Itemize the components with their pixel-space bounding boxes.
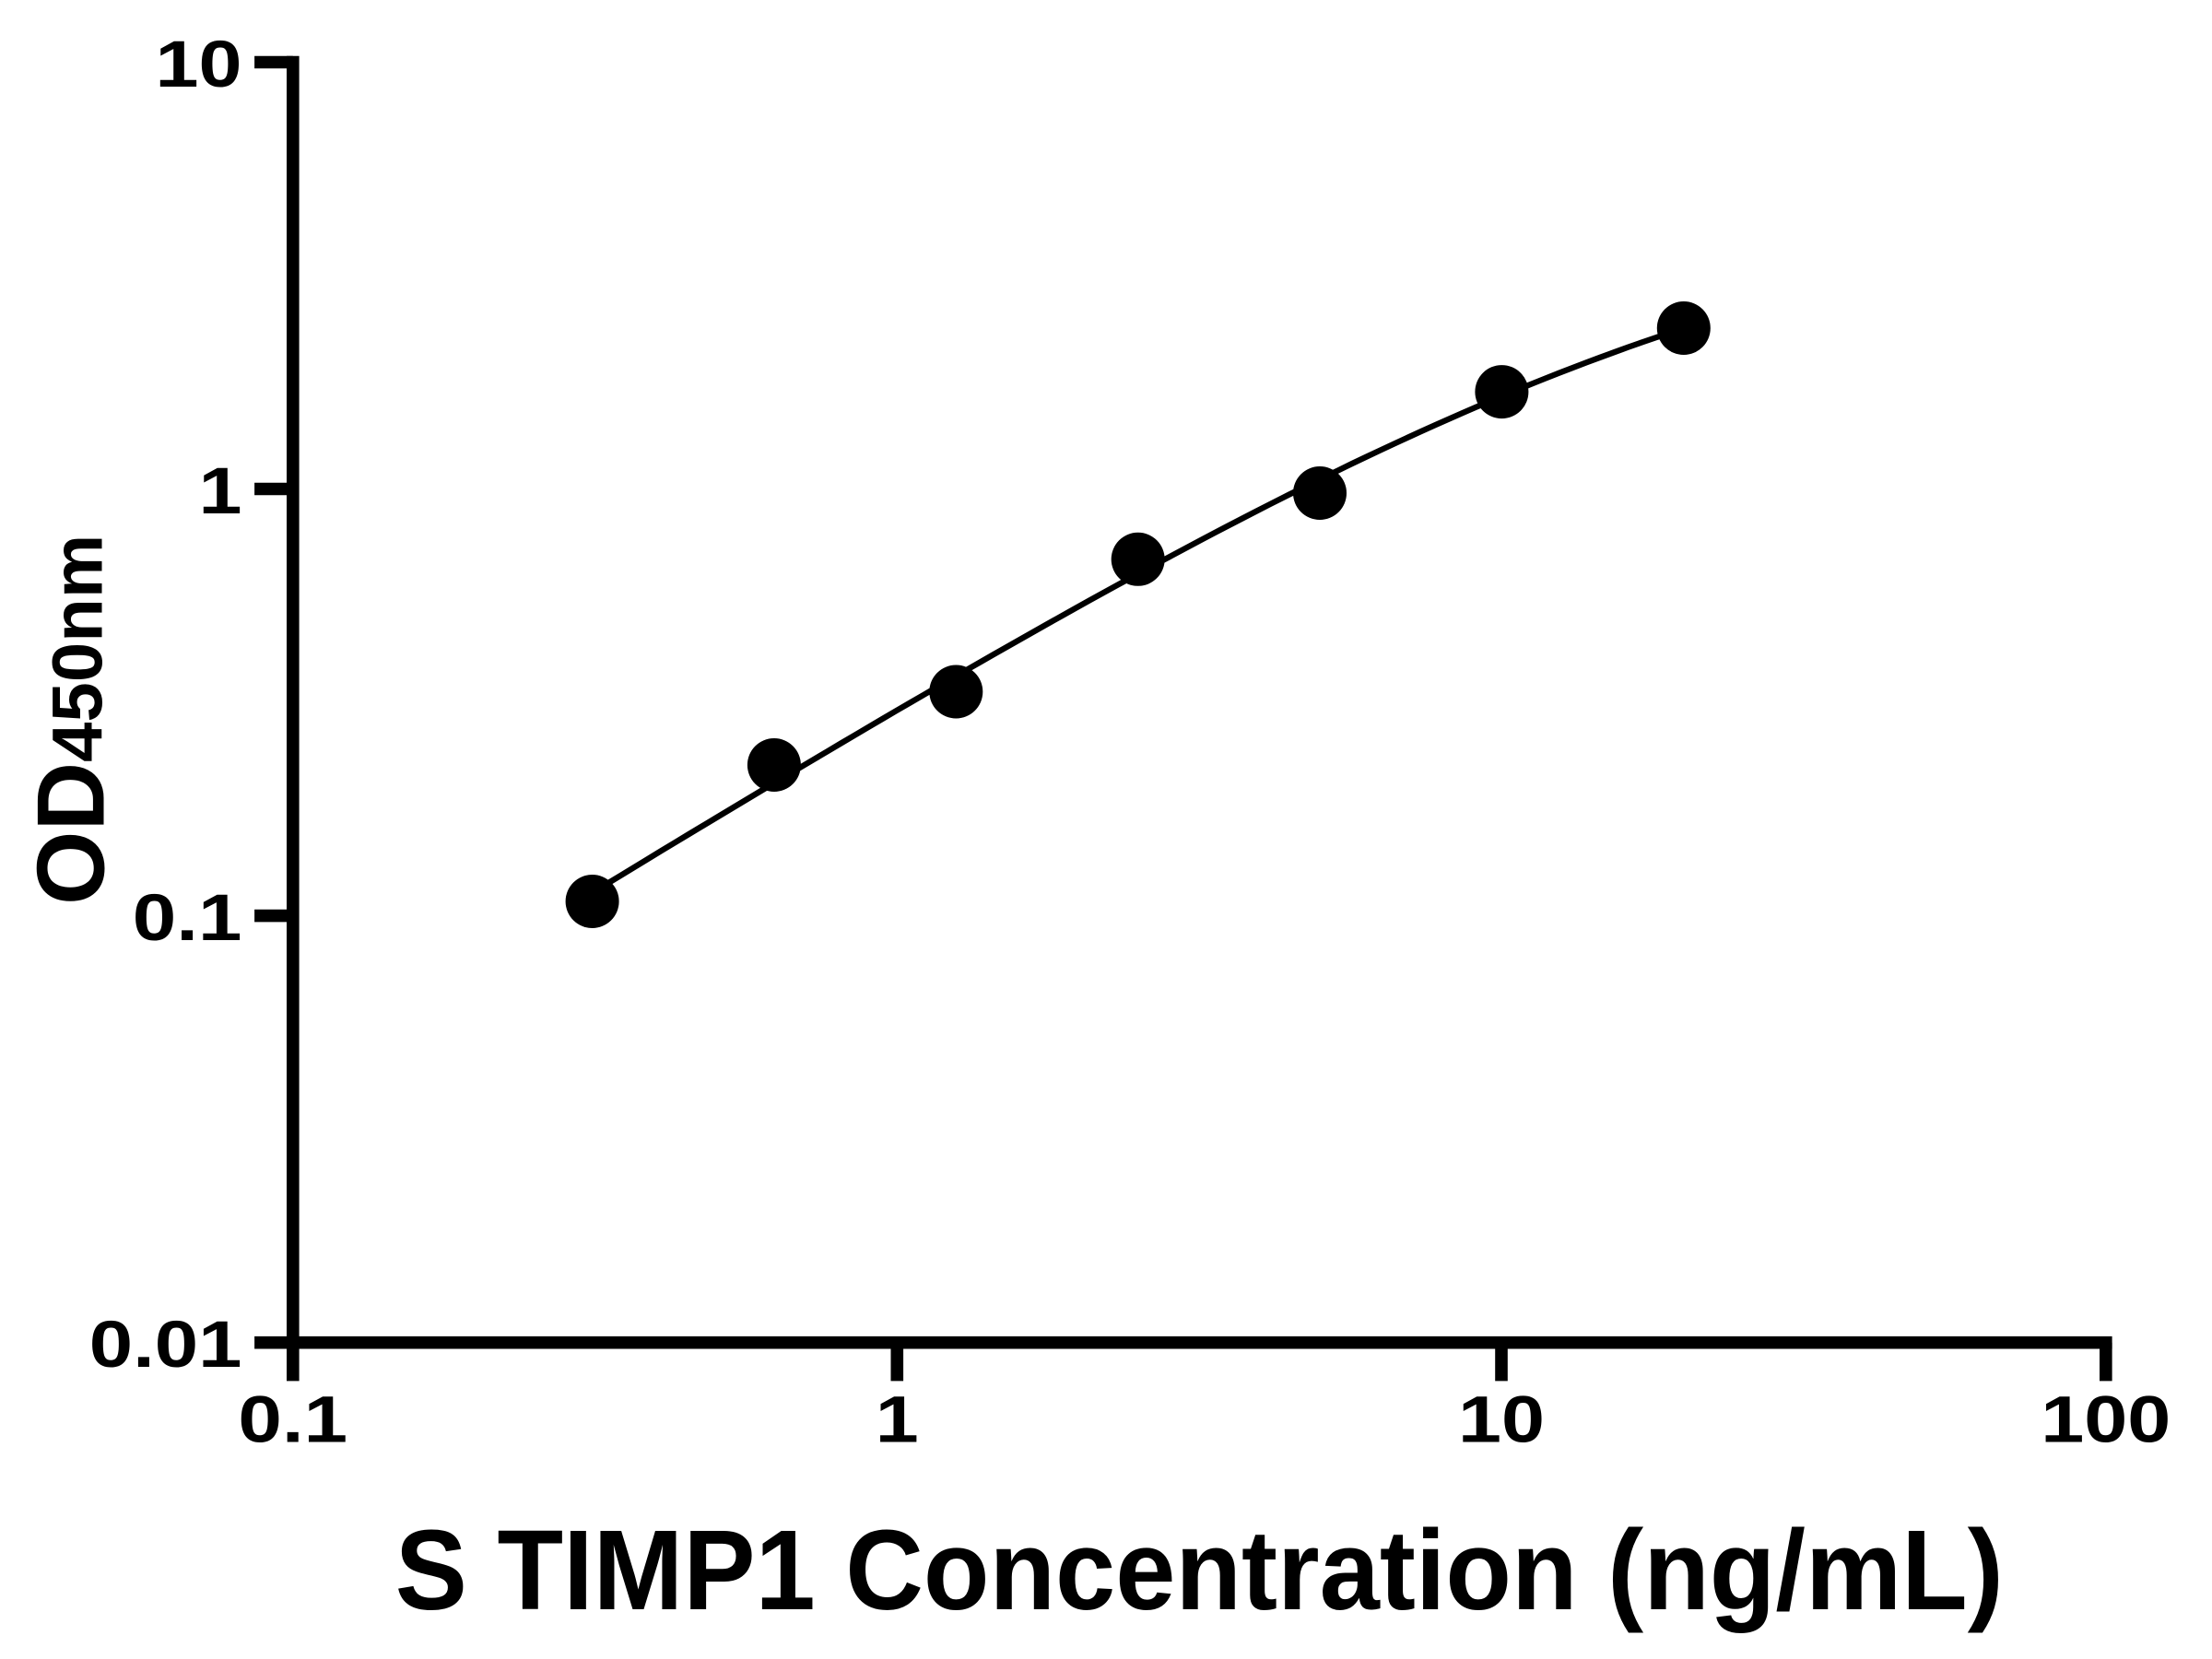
svg-text:10: 10 bbox=[1458, 1384, 1545, 1457]
svg-text:1: 1 bbox=[199, 455, 242, 528]
svg-text:0.1: 0.1 bbox=[238, 1384, 347, 1457]
svg-text:S TIMP1 Concentration (ng/mL): S TIMP1 Concentration (ng/mL) bbox=[395, 1507, 2004, 1634]
svg-text:100: 100 bbox=[2041, 1384, 2171, 1457]
svg-text:0.1: 0.1 bbox=[133, 882, 242, 955]
svg-text:1: 1 bbox=[876, 1384, 919, 1457]
svg-text:0.01: 0.01 bbox=[89, 1309, 242, 1382]
svg-text:10: 10 bbox=[156, 29, 242, 101]
svg-text:OD450nm: OD450nm bbox=[18, 535, 124, 905]
